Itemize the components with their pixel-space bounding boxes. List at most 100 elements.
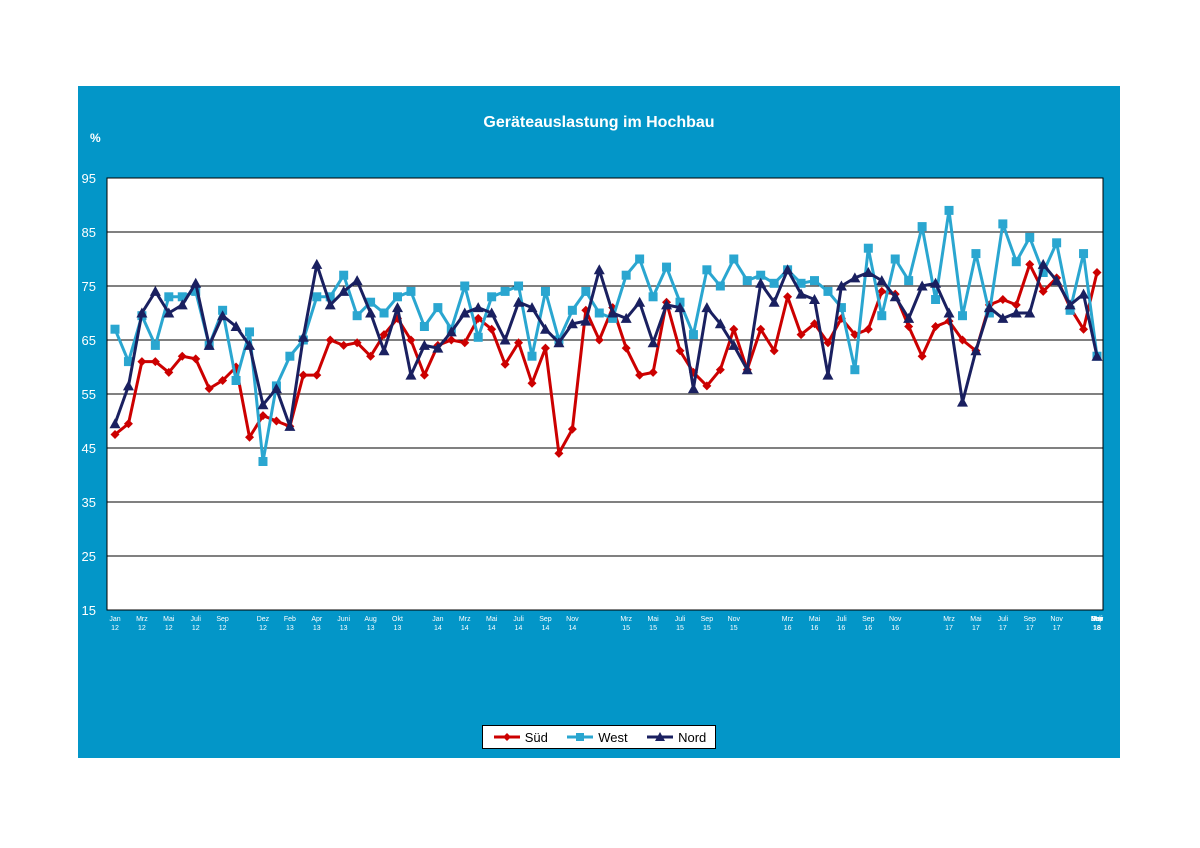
data-point-sued [446,335,456,345]
x-tick-label: 12 [259,625,267,632]
data-point-west [810,276,820,286]
data-point-west [742,276,752,286]
data-point-west [850,365,860,375]
x-tick-label: 15 [676,625,684,632]
data-point-sued [783,292,793,302]
data-point-nord [539,323,551,334]
data-point-nord [714,318,726,329]
data-point-nord [109,418,121,429]
legend-label-sued: Süd [524,729,548,745]
x-tick-label: 14 [568,625,576,632]
data-point-sued [110,430,120,439]
x-tick-label: Juli [998,616,1009,623]
data-point-sued [769,346,779,356]
data-point-sued [245,432,255,442]
data-point-west [715,281,725,291]
data-point-west [527,351,537,361]
data-point-sued [904,322,914,331]
data-point-nord [566,318,578,329]
x-tick-label: Juli [513,616,524,623]
x-tick-label: 18 [1093,625,1101,632]
data-point-nord [593,264,605,275]
data-point-nord [822,369,834,380]
y-tick-label: 45 [82,441,96,456]
x-tick-label: 13 [313,625,321,632]
x-tick-label: Sep [216,616,229,623]
data-point-sued [931,322,941,331]
chart-frame: 95 85 75 65 55 45 35 25 15 Jan 12 Mrz 12 Mai 12 Juli 12… [78,86,1120,758]
data-point-sued [715,365,725,375]
y-tick-label: 95 [82,171,96,186]
data-point-sued [473,313,483,323]
data-point-nord [1024,307,1036,318]
data-point-west [702,265,712,275]
data-point-west [339,270,349,280]
data-point-nord [486,307,498,318]
data-point-nord [997,312,1009,323]
y-tick-label: 55 [82,387,96,402]
data-point-nord [297,331,309,342]
data-point-nord [674,302,686,313]
data-point-west [688,330,698,340]
x-tick-label: 16 [838,625,846,632]
data-point-nord [620,312,632,323]
series-nord [109,258,1103,431]
data-point-sued [137,357,147,367]
data-point-nord [418,339,430,350]
x-tick-label: Sep [862,616,875,623]
x-tick-label: Juli [836,616,847,623]
data-point-west [998,219,1008,229]
x-tick-label: Nov [566,616,579,623]
data-point-sued [366,351,376,361]
x-tick-label: 16 [784,625,792,632]
data-point-nord [903,312,915,323]
x-tick-label: 12 [111,625,119,632]
x-tick-label: Jan [109,616,120,623]
data-point-sued [271,416,281,426]
x-tick-label: Feb [284,616,296,623]
data-point-sued [648,367,658,377]
legend-item-west: West [565,730,628,745]
data-point-nord [728,339,740,350]
data-point-nord [809,294,821,304]
data-point-nord [270,383,282,394]
data-point-nord [499,334,511,345]
data-point-sued [594,335,604,345]
legend-item-sued: Süd [492,730,548,745]
data-point-nord [1078,288,1090,299]
data-point-sued [796,330,806,340]
data-point-west [1079,249,1089,259]
data-point-nord [176,299,188,310]
data-point-nord [136,307,148,318]
data-point-sued [540,343,550,353]
data-point-sued [702,381,712,391]
data-point-nord [701,302,713,313]
x-tick-label: 15 [703,625,711,632]
data-point-nord [284,420,296,431]
data-point-west [540,286,550,296]
data-point-sued [1025,259,1035,269]
data-point-sued [298,370,308,380]
x-tick-label: 14 [488,625,496,632]
chart-title: Geräteauslastung im Hochbau [483,114,715,131]
data-point-sued [150,357,160,367]
data-point-sued [177,351,187,361]
chart-plot: 95 85 75 65 55 45 35 25 15 Jan 12 Mrz 12 Mai 12 Juli 12… [82,171,1104,632]
data-point-west [312,292,322,302]
x-tick-label: 18 [1093,625,1101,632]
x-tick-label: 14 [542,625,550,632]
data-point-nord [311,258,323,269]
data-point-west [823,286,833,296]
data-point-west [863,243,873,253]
data-point-nord [916,280,928,291]
data-point-nord [391,302,403,313]
x-tick-label: 15 [730,625,738,632]
data-point-sued [729,324,739,334]
x-tick-label: 16 [891,625,899,632]
data-point-nord [876,275,888,286]
x-tick-label: Mai [809,616,821,623]
data-point-nord [835,280,847,291]
data-point-sued [863,324,873,334]
data-point-west [487,292,497,302]
x-tick-label: Mai [647,616,659,623]
